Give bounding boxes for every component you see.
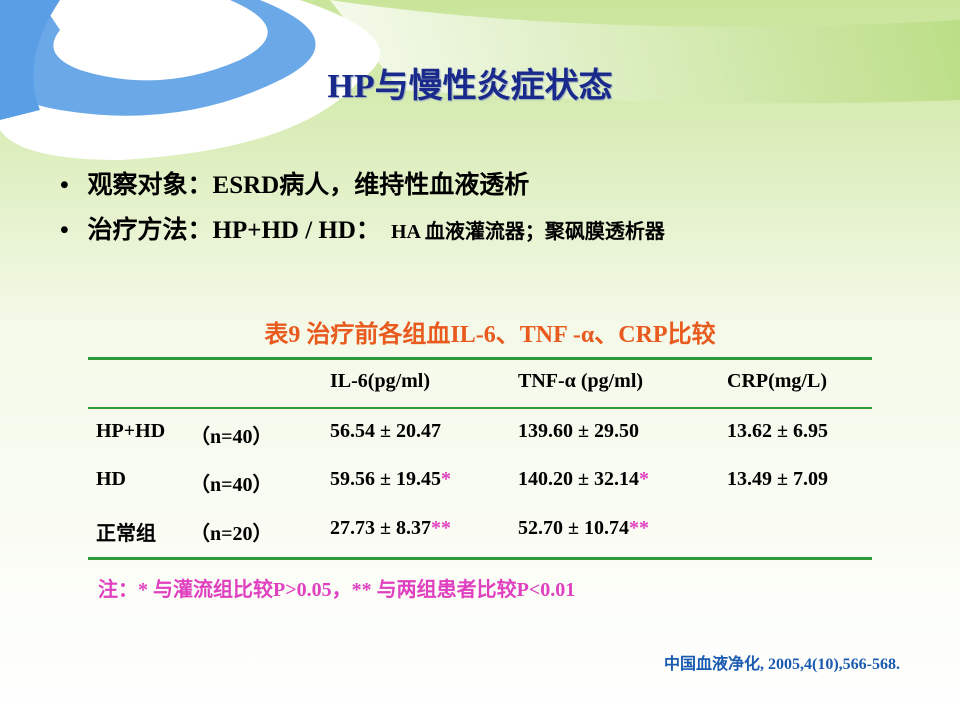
column-header: TNF-α (pg/ml) [518, 370, 644, 392]
row-n: （n=20） [190, 523, 273, 545]
cell-value: 56.54 ± 20.47 [330, 420, 441, 442]
cell: 52.70 ± 10.74** [518, 517, 649, 540]
column-header: IL-6(pg/ml) [330, 370, 430, 392]
row-group: HP+HD [96, 420, 166, 442]
bullet: • 治疗方法：HP+HD / HD： HA 血液灌流器；聚砜膜透析器 [60, 217, 665, 244]
bullet-text: 观察对象：ESRD病人，维持性血液透析 [87, 172, 530, 199]
row-group: HD [96, 468, 126, 490]
cell: 13.49 ± 7.09 [727, 468, 828, 491]
title: HP与慢性炎症状态 [327, 68, 613, 105]
column-header: CRP(mg/L) [727, 370, 827, 392]
significance-mark: ** [628, 517, 649, 539]
cell-value: 139.60 ± 29.50 [518, 420, 639, 442]
cell-value: 52.70 ± 10.74 [518, 517, 629, 539]
cell: 56.54 ± 20.47 [330, 420, 441, 443]
table-rule [88, 407, 872, 409]
table-rule [88, 357, 872, 360]
significance-mark: ** [430, 517, 451, 539]
cell-value: 140.20 ± 32.14 [518, 468, 639, 490]
significance-mark: * [440, 468, 451, 490]
bullet-detail: HA 血液灌流器；聚砜膜透析器 [390, 221, 665, 243]
cell: 140.20 ± 32.14* [518, 468, 649, 491]
cell: 139.60 ± 29.50 [518, 420, 639, 443]
row-group: 正常组 [96, 523, 156, 545]
cell-value: 27.73 ± 8.37 [330, 517, 431, 539]
row-n: （n=40） [190, 474, 273, 496]
cell-value: 59.56 ± 19.45 [330, 468, 441, 490]
row-n: （n=40） [190, 426, 273, 448]
table-caption: 表9 治疗前各组血IL-6、TNF -α、CRP比较 [264, 322, 716, 348]
bullet: • 观察对象：ESRD病人，维持性血液透析 [60, 172, 530, 199]
citation: 中国血液净化, 2005,4(10),566-568. [664, 656, 900, 673]
cell-value: 13.62 ± 6.95 [727, 420, 828, 442]
table-rule [88, 557, 872, 560]
significance-mark: * [638, 468, 649, 490]
cell: 27.73 ± 8.37** [330, 517, 451, 540]
cell-value: 13.49 ± 7.09 [727, 468, 828, 490]
cell: 59.56 ± 19.45* [330, 468, 451, 491]
cell: 13.62 ± 6.95 [727, 420, 828, 443]
note: 注：* 与灌流组比较P>0.05，** 与两组患者比较P<0.01 [98, 579, 576, 601]
bullet-text: 治疗方法：HP+HD / HD： [87, 217, 381, 244]
